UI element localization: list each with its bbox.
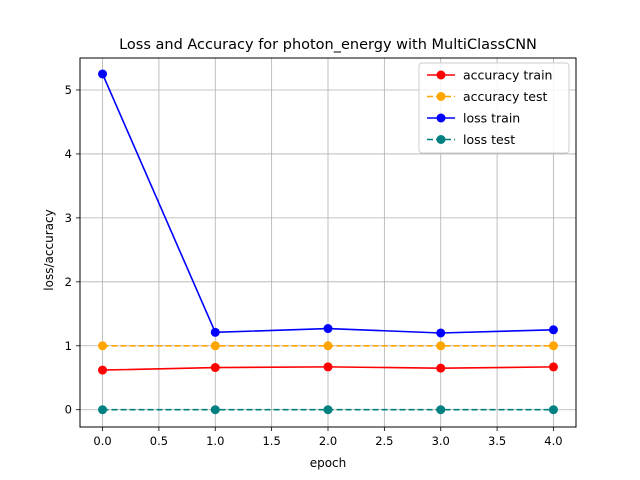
series-accuracy-test xyxy=(98,341,558,351)
series-layer xyxy=(98,69,558,415)
series-loss-test xyxy=(98,405,558,415)
data-point xyxy=(323,362,333,372)
x-tick-label: 3.5 xyxy=(488,434,506,448)
legend-label: accuracy test xyxy=(463,89,547,104)
legend-marker xyxy=(436,92,446,101)
legend-box xyxy=(418,62,570,154)
data-point xyxy=(323,405,333,415)
data-point xyxy=(548,362,558,372)
series-accuracy-train xyxy=(98,362,558,375)
series-loss-train xyxy=(98,69,558,338)
data-point xyxy=(436,363,446,373)
x-tick-label: 2.0 xyxy=(319,434,337,448)
data-point xyxy=(98,69,108,79)
chart-title: Loss and Accuracy for photon_energy with… xyxy=(119,37,537,53)
data-point xyxy=(548,325,558,335)
data-point xyxy=(98,405,108,415)
y-tick-label: 3 xyxy=(65,211,72,225)
data-point xyxy=(210,363,220,373)
x-tick-label: 1.5 xyxy=(262,434,280,448)
y-tick-label: 4 xyxy=(65,147,72,161)
legend-item: accuracy train xyxy=(427,68,552,83)
x-tick-label: 1.0 xyxy=(206,434,224,448)
legend-marker xyxy=(436,135,446,144)
x-tick-label: 0.5 xyxy=(150,434,168,448)
data-point xyxy=(98,341,108,351)
data-point xyxy=(436,328,446,338)
data-point xyxy=(323,324,333,334)
data-point xyxy=(436,341,446,351)
legend-label: loss test xyxy=(463,132,515,147)
data-point xyxy=(210,341,220,351)
y-tick-label: 5 xyxy=(65,83,72,97)
legend-item: loss train xyxy=(427,111,520,126)
legend-item: accuracy test xyxy=(427,89,547,104)
ticks: 0.0 0.5 1.0 1.5 2.0 2.5 3.0 3.5 4.0 0 1 2 3 4 5 xyxy=(65,83,563,448)
x-axis-label: epoch xyxy=(310,456,347,470)
y-tick-label: 2 xyxy=(65,275,72,289)
x-tick-label: 2.5 xyxy=(375,434,393,448)
data-point xyxy=(436,405,446,415)
data-point xyxy=(210,405,220,415)
legend-marker xyxy=(436,70,446,80)
y-tick-label: 1 xyxy=(65,339,72,353)
data-point xyxy=(210,327,220,337)
data-point xyxy=(323,341,333,351)
data-point xyxy=(98,365,108,375)
legend-label: loss train xyxy=(463,111,520,126)
legend-item: loss test xyxy=(427,132,515,147)
legend-marker xyxy=(436,113,446,123)
legend-label: accuracy train xyxy=(463,68,552,83)
x-tick-label: 4.0 xyxy=(544,434,562,448)
grid xyxy=(80,58,576,427)
data-point xyxy=(548,405,558,415)
y-tick-label: 0 xyxy=(65,403,72,417)
data-point xyxy=(548,341,558,351)
x-tick-label: 0.0 xyxy=(93,434,111,448)
y-axis-label: loss/accuracy xyxy=(42,209,56,290)
x-tick-label: 3.0 xyxy=(432,434,450,448)
legend: accuracy train accuracy test loss train los… xyxy=(418,62,570,154)
